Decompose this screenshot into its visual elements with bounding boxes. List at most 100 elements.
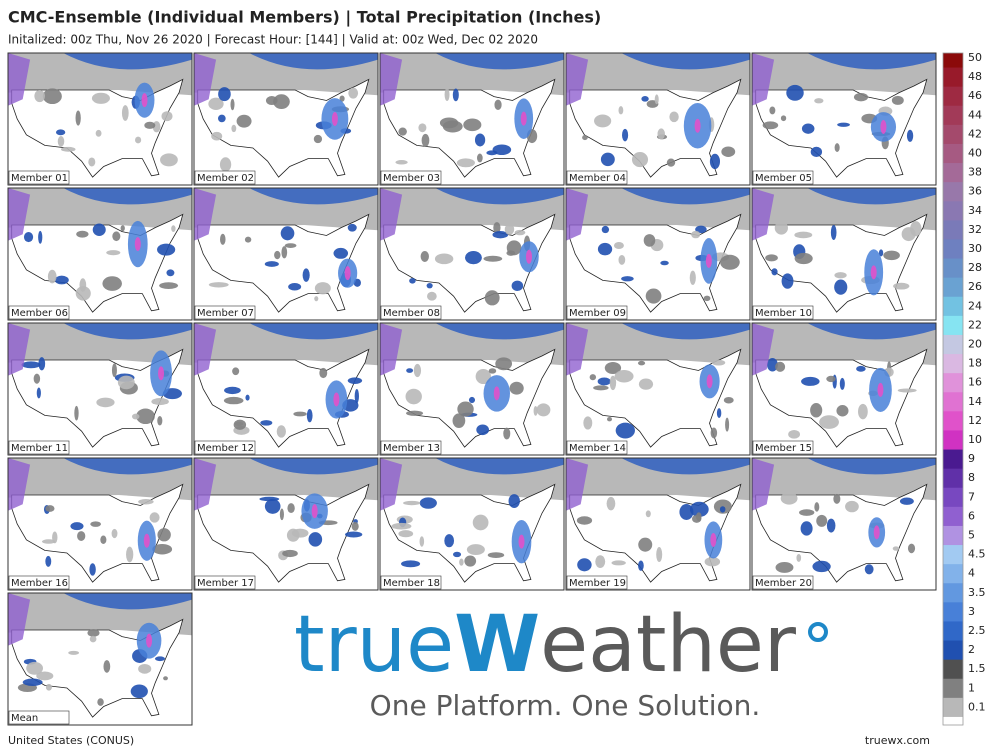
label-box: [194, 440, 256, 455]
precip: [765, 254, 778, 262]
precip: [767, 358, 778, 372]
precip: [839, 377, 845, 390]
precip: [611, 560, 626, 566]
label-box: [566, 170, 628, 185]
us-outline: [383, 483, 556, 583]
precip: [506, 250, 516, 256]
precip: [645, 510, 651, 518]
precip: [286, 528, 300, 542]
precip: [475, 368, 491, 385]
panel-label: Member 10: [755, 308, 812, 319]
map-panel: Member 17: [193, 457, 379, 591]
precip-peak: [694, 118, 701, 133]
precip: [106, 250, 121, 256]
precip: [720, 254, 740, 270]
precip-peak: [705, 253, 712, 268]
colorbar-segment: [943, 105, 963, 126]
panel-label: Member 08: [383, 308, 440, 319]
map-panel: Member 04: [565, 52, 751, 186]
precip: [582, 135, 588, 141]
west-rain: [380, 53, 403, 106]
label-box: [752, 575, 814, 590]
precip: [36, 671, 54, 681]
precip: [834, 272, 847, 279]
precip: [92, 223, 106, 236]
precip: [774, 221, 788, 235]
precip: [166, 269, 175, 277]
precip: [794, 231, 813, 239]
label-box: [752, 305, 814, 320]
panel-label: Member 06: [11, 308, 68, 319]
precip: [814, 98, 824, 104]
colorbar-label: 9: [968, 452, 975, 465]
colorbar-label: 20: [968, 338, 982, 351]
label-box: [380, 170, 442, 185]
precip: [725, 417, 730, 432]
colorbar-segment: [943, 124, 963, 145]
precip: [466, 544, 485, 556]
precip: [74, 405, 79, 421]
precip: [800, 521, 813, 536]
colorbar-label: 40: [968, 147, 982, 160]
precip: [794, 252, 813, 265]
canada-rain: [435, 458, 564, 475]
precip: [654, 94, 659, 105]
precip: [90, 521, 101, 527]
precip: [348, 87, 359, 99]
precip: [401, 560, 421, 568]
logo-suffix: eather: [540, 600, 797, 690]
precip: [762, 121, 779, 130]
canada-rain: [63, 458, 192, 475]
colorbar-segment: [943, 678, 963, 699]
colorbar-label: 12: [968, 414, 982, 427]
precip: [621, 276, 634, 282]
precip: [223, 396, 244, 405]
precip: [878, 249, 884, 257]
precip: [638, 378, 654, 390]
us-outline: [755, 78, 928, 178]
precip: [638, 537, 653, 552]
canada-rain: [63, 53, 192, 70]
precip: [91, 92, 110, 104]
map-panel: Member 13: [379, 322, 565, 456]
precip: [293, 411, 307, 417]
precip: [138, 663, 152, 674]
precip: [472, 514, 489, 531]
precip: [856, 365, 866, 372]
map-content: [194, 53, 378, 185]
precip: [799, 509, 815, 516]
precip: [244, 236, 252, 243]
precip: [615, 422, 635, 439]
colorbar-base: [943, 716, 963, 725]
west-rain: [566, 323, 589, 376]
map-content: [380, 458, 564, 590]
precip: [405, 388, 422, 405]
precip-peak: [493, 386, 500, 401]
precip: [395, 160, 408, 165]
colorbar-label: 34: [968, 204, 982, 217]
colorbar-label: 4: [968, 567, 975, 580]
west-rain: [380, 323, 403, 376]
precip: [444, 88, 450, 102]
colorbar-segment: [943, 697, 963, 718]
panel-border: [193, 322, 379, 456]
label-box: [8, 305, 70, 320]
colorbar-label: 1.5: [968, 662, 986, 675]
map-content: [8, 458, 192, 590]
canada-rain: [435, 53, 564, 70]
panel-border: [193, 187, 379, 321]
map-content: [566, 53, 750, 185]
precip: [483, 255, 503, 262]
map-content: [380, 188, 564, 320]
colorbar-label: 3.5: [968, 586, 986, 599]
precip: [41, 539, 56, 544]
precip: [159, 282, 179, 289]
precip: [576, 516, 593, 525]
map-content: [8, 593, 192, 725]
precip: [57, 136, 65, 147]
precip: [36, 387, 41, 399]
precip: [218, 87, 231, 102]
map-panel: Member 20: [751, 457, 937, 591]
precip: [208, 97, 224, 110]
precip: [723, 396, 734, 404]
